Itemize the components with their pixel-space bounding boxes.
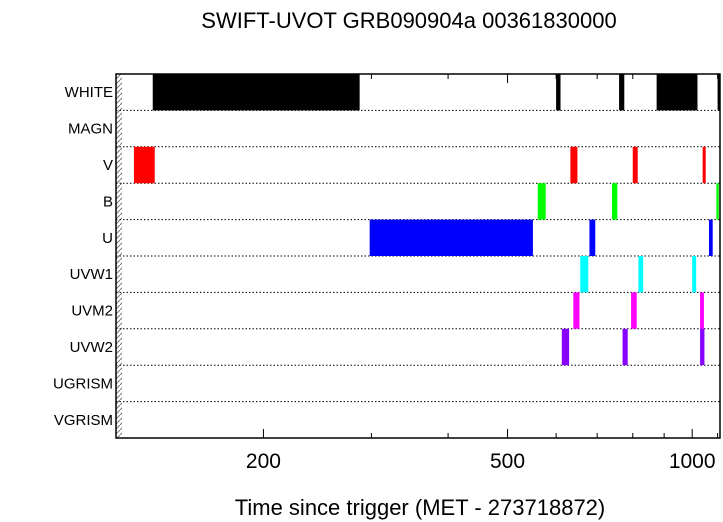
- rows-layer: WHITE MAGN V B U UVW1 UVM2 UVW2 UGRISM VGRISM: [53, 84, 720, 429]
- row-label-white: WHITE: [65, 84, 113, 101]
- row-label-b: B: [103, 193, 113, 210]
- exposure-u-3: [708, 219, 713, 256]
- exposure-v-1: [133, 146, 155, 184]
- x-tick-label: 200: [246, 450, 281, 473]
- exposure-v-3: [632, 146, 638, 184]
- row-label-uvm2: UVM2: [71, 303, 113, 320]
- exposure-white-2: [556, 74, 561, 111]
- exposure-b-1: [537, 183, 546, 220]
- x-tick-label: 1000: [669, 450, 716, 473]
- exposure-v-4: [702, 146, 706, 184]
- row-label-vgrism: VGRISM: [54, 412, 113, 429]
- exposure-white-3: [619, 74, 625, 111]
- x-axis: 200 500 1000: [246, 74, 719, 473]
- x-tick-label: 500: [490, 450, 525, 473]
- row-label-magn: MAGN: [68, 121, 113, 138]
- exposure-u-2: [589, 219, 596, 256]
- row-label-uvw2: UVW2: [70, 339, 113, 356]
- row-label-u: U: [102, 230, 113, 247]
- segments-layer: [133, 74, 720, 366]
- exposure-uvw2-2: [622, 328, 628, 366]
- exposure-uvm2-2: [631, 292, 637, 329]
- exposure-uvw2-3: [700, 328, 705, 366]
- exposure-u-1: [369, 219, 533, 256]
- exposure-uvw1-1: [580, 256, 589, 293]
- exposure-uvw2-1: [561, 328, 570, 366]
- exposure-uvm2-1: [573, 292, 580, 329]
- exposure-uvw1-2: [638, 256, 644, 293]
- exposure-white-4: [656, 74, 698, 111]
- plot-frame: [115, 73, 721, 439]
- exposure-white-1: [152, 74, 360, 111]
- hatched-edge: [116, 74, 122, 438]
- chart-title: SWIFT-UVOT GRB090904a 00361830000: [201, 8, 616, 33]
- x-axis-label: Time since trigger (MET - 273718872): [235, 495, 606, 520]
- exposure-uvm2-3: [700, 292, 704, 329]
- row-label-v: V: [103, 157, 113, 174]
- exposure-b-3: [716, 183, 719, 220]
- exposure-white-5: [717, 74, 720, 111]
- exposure-uvw1-3: [692, 256, 697, 293]
- exposure-b-2: [611, 183, 618, 220]
- row-label-ugrism: UGRISM: [53, 375, 113, 392]
- row-label-uvw1: UVW1: [70, 266, 113, 283]
- exposure-v-2: [570, 146, 578, 184]
